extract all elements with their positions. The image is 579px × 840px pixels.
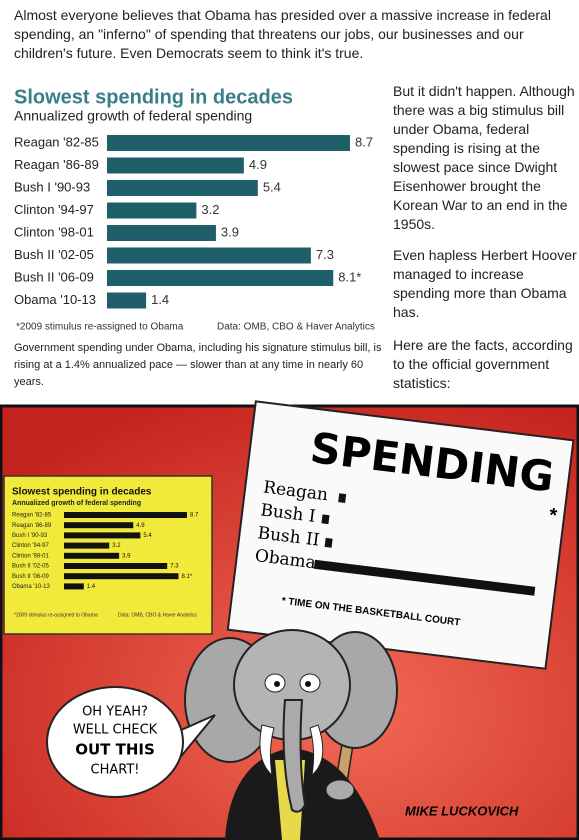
chart-title: Slowest spending in decades bbox=[12, 487, 152, 498]
value-label: 1.4 bbox=[151, 292, 169, 307]
speech-line: WELL CHECK bbox=[73, 723, 158, 738]
category-label: Reagan '82-85 bbox=[14, 134, 99, 149]
value-label: 4.9 bbox=[136, 523, 145, 529]
signature: MIKE LUCKOVICH bbox=[405, 803, 519, 818]
value-label: 3.2 bbox=[201, 202, 219, 217]
category-label: Obama '10-13 bbox=[14, 292, 96, 307]
value-label: 3.2 bbox=[112, 543, 121, 549]
bar bbox=[64, 552, 120, 559]
mini-chart: Slowest spending in decades Annualized gr… bbox=[12, 487, 199, 619]
bar bbox=[64, 563, 168, 569]
chart-source: Data: OMB, CBO & Haver Analytics bbox=[118, 612, 197, 618]
chart-subtitle: Annualized growth of federal spending bbox=[12, 500, 141, 507]
bar bbox=[64, 542, 110, 549]
value-label: 3.9 bbox=[122, 553, 131, 559]
bar bbox=[107, 292, 147, 309]
chart-source: Data: OMB, CBO & Haver Analytics bbox=[217, 322, 375, 333]
bar bbox=[107, 202, 197, 219]
sidebar-paragraph: Even hapless Herbert Hoover managed to i… bbox=[393, 247, 577, 320]
bar bbox=[107, 180, 258, 196]
value-label: 8.1* bbox=[338, 269, 361, 284]
value-label: 3.9 bbox=[221, 224, 239, 239]
speech-line: CHART! bbox=[91, 763, 140, 778]
bar bbox=[64, 532, 141, 539]
category-label: Bush I '90-93 bbox=[14, 179, 90, 194]
chart-footnote: *2009 stimulus re-assigned to Obama bbox=[14, 612, 98, 618]
category-label: Clinton '94-97 bbox=[12, 543, 49, 549]
sign-asterisk: * bbox=[548, 504, 559, 527]
bar bbox=[64, 512, 187, 518]
category-label: Bush II '02-05 bbox=[14, 247, 94, 262]
chart-caption: Government spending under Obama, includi… bbox=[14, 342, 382, 388]
speech-bubble: OH YEAH? WELL CHECK OUT THIS CHART! bbox=[46, 686, 216, 798]
bar bbox=[64, 522, 134, 529]
bar bbox=[107, 157, 244, 174]
sign-bar bbox=[313, 559, 536, 596]
category-label: Bush II '02-05 bbox=[12, 564, 49, 570]
value-label: 8.1* bbox=[182, 574, 193, 580]
cartoon: Slowest spending in decades Annualized gr… bbox=[0, 400, 579, 840]
category-label: Reagan '86-89 bbox=[12, 523, 52, 529]
sign-bar bbox=[324, 537, 333, 548]
speech-line: OUT THIS bbox=[75, 741, 155, 759]
value-label: 8.7 bbox=[355, 134, 373, 149]
bar bbox=[107, 270, 334, 286]
chart-footnote: *2009 stimulus re-assigned to Obama bbox=[16, 322, 184, 333]
value-label: 7.3 bbox=[170, 564, 179, 570]
value-label: 5.4 bbox=[143, 533, 152, 539]
sign: SPENDING * Reagan Bush I Bush II Obama *… bbox=[226, 400, 575, 670]
value-label: 1.4 bbox=[87, 584, 96, 590]
value-label: 8.7 bbox=[190, 513, 199, 519]
category-label: Reagan '82-85 bbox=[12, 513, 52, 519]
category-label: Clinton '94-97 bbox=[14, 202, 94, 217]
bar bbox=[64, 573, 179, 580]
bar bbox=[107, 135, 350, 151]
intro: Almost everyone believes that Obama has … bbox=[14, 7, 551, 61]
bar bbox=[64, 583, 84, 590]
sign-bar bbox=[338, 493, 347, 504]
category-label: Bush II '06-09 bbox=[12, 574, 49, 580]
category-label: Clinton '98-01 bbox=[14, 224, 94, 239]
category-label: Obama '10-13 bbox=[12, 584, 50, 590]
bar bbox=[107, 225, 216, 241]
sidebar-paragraph: But it didn't happen. Although there was… bbox=[393, 83, 575, 232]
speech-line: OH YEAH? bbox=[82, 705, 148, 720]
category-label: Reagan '86-89 bbox=[14, 157, 99, 172]
category-label: Clinton '98-01 bbox=[12, 553, 49, 559]
sign-bar bbox=[321, 514, 330, 525]
category-label: Bush II '06-09 bbox=[14, 269, 94, 284]
value-label: 4.9 bbox=[249, 157, 267, 172]
sidebar-paragraph: Here are the facts, according to the off… bbox=[393, 337, 573, 391]
category-label: Bush I '90-93 bbox=[12, 533, 48, 539]
bar bbox=[107, 247, 311, 264]
value-label: 7.3 bbox=[316, 247, 334, 262]
value-label: 5.4 bbox=[263, 179, 281, 194]
elephant bbox=[184, 629, 398, 840]
chart-subtitle: Annualized growth of federal spending bbox=[14, 108, 252, 124]
chart-title: Slowest spending in decades bbox=[14, 86, 293, 108]
